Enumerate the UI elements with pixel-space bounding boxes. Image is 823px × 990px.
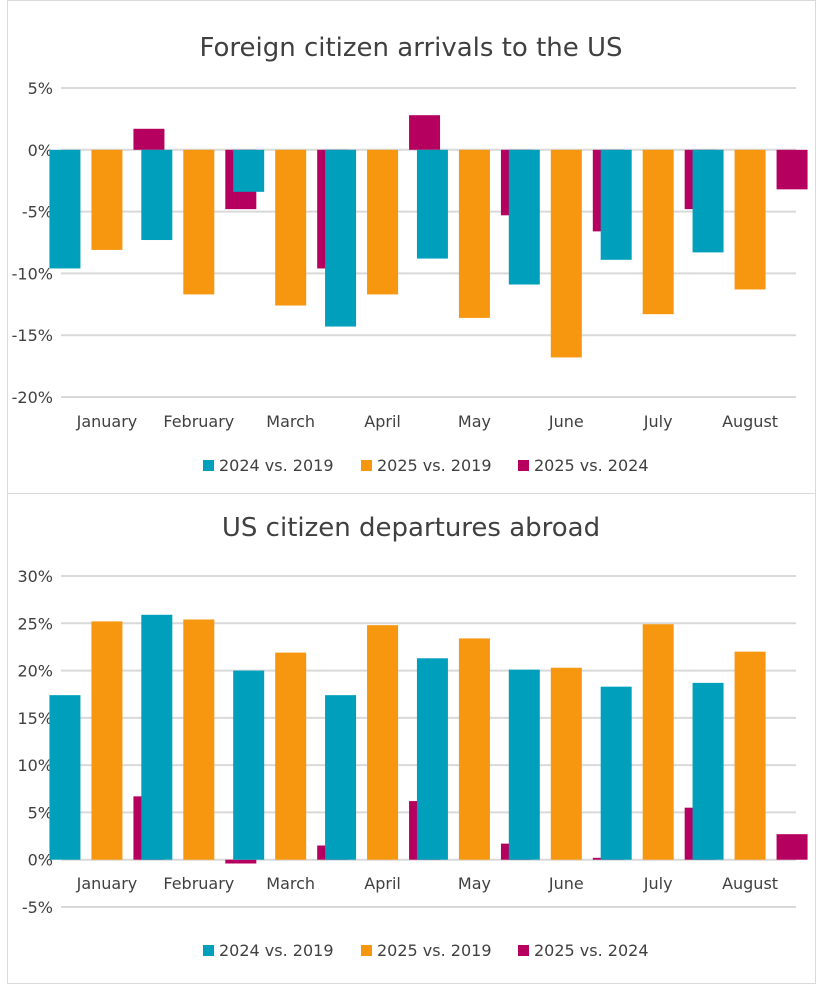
x-tick-label: August <box>722 874 778 893</box>
y-tick-label: 5% <box>28 803 53 822</box>
y-tick-label: -15% <box>12 326 53 345</box>
bar-2025-vs-2024 <box>776 149 808 190</box>
departures-chart: US citizen departures abroad 30% 25% 20% 15%… <box>17 513 808 960</box>
arrivals-chart: Foreign citizen arrivals to the US 5% 0% -5… <box>12 33 808 475</box>
chart-title: Foreign citizen arrivals to the US <box>199 33 622 63</box>
y-tick-label: -5% <box>22 898 53 917</box>
legend-label: 2025 vs. 2024 <box>534 941 649 960</box>
legend-swatch <box>518 460 529 471</box>
bar-2024-vs-2019 <box>508 669 540 860</box>
x-tick-label: May <box>458 412 491 431</box>
x-tick-label: February <box>163 412 234 431</box>
bar-2025-vs-2019 <box>275 652 307 860</box>
x-tick-label: May <box>458 874 491 893</box>
bar-2025-vs-2019 <box>458 149 490 318</box>
y-tick-label: -10% <box>12 264 53 283</box>
x-tick-label: March <box>266 412 315 431</box>
x-tick-label: July <box>643 874 673 893</box>
x-tick-label: April <box>364 874 401 893</box>
legend-swatch <box>518 945 529 956</box>
bar-2024-vs-2019 <box>416 149 448 259</box>
bar-2025-vs-2019 <box>734 149 766 290</box>
bar-2025-vs-2024 <box>133 128 165 150</box>
x-tick-label: March <box>266 874 315 893</box>
bar-2024-vs-2019 <box>141 614 173 860</box>
x-tick-label: January <box>76 874 138 893</box>
chart-panel-departures: US citizen departures abroad 30% 25% 20% 15%… <box>7 493 816 984</box>
y-tick-label: 0% <box>28 851 53 870</box>
y-tick-label: 0% <box>28 141 53 160</box>
bar-2025-vs-2019 <box>367 149 399 295</box>
bar-2024-vs-2019 <box>233 670 265 860</box>
bar-2025-vs-2019 <box>550 667 582 860</box>
x-tick-label: January <box>76 412 138 431</box>
bar-2024-vs-2019 <box>692 149 724 253</box>
x-tick-label: February <box>163 874 234 893</box>
legend-swatch <box>361 460 372 471</box>
bar-2025-vs-2024 <box>776 834 808 860</box>
bar-2025-vs-2024 <box>225 859 257 864</box>
legend-swatch <box>203 945 214 956</box>
legend-label: 2024 vs. 2019 <box>219 941 334 960</box>
x-tick-label: August <box>722 412 778 431</box>
bar-2025-vs-2019 <box>642 149 674 315</box>
bar-2024-vs-2019 <box>416 658 448 860</box>
legend-label: 2025 vs. 2019 <box>377 456 492 475</box>
chart-title: US citizen departures abroad <box>222 513 600 543</box>
y-tick-label: 30% <box>17 567 53 586</box>
y-tick-label: -20% <box>12 388 53 407</box>
y-tick-label: 25% <box>17 614 53 633</box>
bar-2025-vs-2019 <box>458 638 490 860</box>
legend-swatch <box>203 460 214 471</box>
y-tick-label: 5% <box>28 79 53 98</box>
bar-2024-vs-2019 <box>600 686 632 860</box>
bar-2025-vs-2019 <box>550 149 582 358</box>
y-tick-label: 20% <box>17 662 53 681</box>
y-tick-label: 15% <box>17 709 53 728</box>
legend-label: 2025 vs. 2019 <box>377 941 492 960</box>
bar-2025-vs-2019 <box>91 149 123 250</box>
bar-2024-vs-2019 <box>508 149 540 285</box>
bar-2025-vs-2019 <box>183 149 215 295</box>
y-tick-label: -5% <box>22 203 53 222</box>
x-tick-label: June <box>548 412 584 431</box>
bar-2024-vs-2019 <box>141 149 173 241</box>
chart-panel-arrivals: Foreign citizen arrivals to the US 5% 0% -5… <box>7 0 816 494</box>
x-tick-label: July <box>643 412 673 431</box>
bar-2025-vs-2019 <box>91 621 123 860</box>
legend-label: 2024 vs. 2019 <box>219 456 334 475</box>
bar-2025-vs-2019 <box>367 625 399 860</box>
x-tick-label: June <box>548 874 584 893</box>
x-tick-label: April <box>364 412 401 431</box>
bar-2025-vs-2019 <box>275 149 307 306</box>
bar-2025-vs-2019 <box>183 619 215 860</box>
bar-2025-vs-2019 <box>734 651 766 860</box>
bar-2025-vs-2024 <box>409 115 441 150</box>
y-tick-label: 10% <box>17 756 53 775</box>
legend-swatch <box>361 945 372 956</box>
bar-2024-vs-2019 <box>325 149 357 327</box>
bar-2024-vs-2019 <box>49 149 81 269</box>
bar-2025-vs-2019 <box>642 624 674 860</box>
bar-2024-vs-2019 <box>600 149 632 260</box>
legend-label: 2025 vs. 2024 <box>534 456 649 475</box>
bar-2024-vs-2019 <box>325 695 357 860</box>
bar-2024-vs-2019 <box>49 695 81 860</box>
bar-2024-vs-2019 <box>692 682 724 860</box>
bar-2024-vs-2019 <box>233 149 265 192</box>
